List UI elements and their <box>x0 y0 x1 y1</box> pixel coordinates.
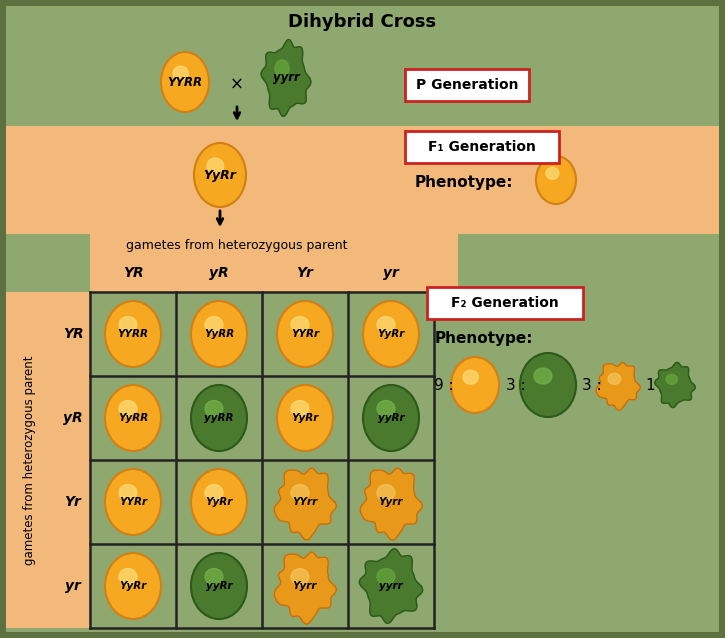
Ellipse shape <box>105 469 161 535</box>
FancyBboxPatch shape <box>6 292 90 628</box>
Ellipse shape <box>520 353 576 417</box>
Text: yyrr: yyrr <box>379 581 403 591</box>
Ellipse shape <box>291 484 309 501</box>
Text: Yyrr: Yyrr <box>293 581 318 591</box>
Polygon shape <box>261 40 311 116</box>
FancyBboxPatch shape <box>427 287 583 319</box>
Ellipse shape <box>205 568 223 585</box>
Text: Phenotype:: Phenotype: <box>415 175 513 191</box>
FancyBboxPatch shape <box>90 292 434 628</box>
Ellipse shape <box>207 158 223 174</box>
Text: YYrr: YYrr <box>292 497 318 507</box>
FancyBboxPatch shape <box>6 234 719 632</box>
Text: ×: × <box>230 76 244 94</box>
Ellipse shape <box>546 167 559 179</box>
Polygon shape <box>655 362 695 408</box>
Ellipse shape <box>105 301 161 367</box>
Polygon shape <box>274 553 336 624</box>
FancyBboxPatch shape <box>6 6 719 38</box>
Ellipse shape <box>451 357 499 413</box>
Ellipse shape <box>191 553 247 619</box>
Ellipse shape <box>277 385 333 451</box>
Ellipse shape <box>205 484 223 501</box>
Text: yyRr: yyRr <box>206 581 232 591</box>
Text: YYRR: YYRR <box>167 77 202 89</box>
Text: 1: 1 <box>645 378 655 392</box>
Ellipse shape <box>105 385 161 451</box>
Text: gametes from heterozygous parent: gametes from heterozygous parent <box>126 239 348 251</box>
Ellipse shape <box>277 301 333 367</box>
Text: YyRR: YyRR <box>204 329 234 339</box>
Ellipse shape <box>666 375 678 385</box>
Text: yyRR: yyRR <box>204 413 233 423</box>
Text: YR: YR <box>62 327 83 341</box>
Ellipse shape <box>105 553 161 619</box>
Polygon shape <box>360 549 423 623</box>
Ellipse shape <box>534 368 552 384</box>
Ellipse shape <box>291 316 309 333</box>
Ellipse shape <box>191 385 247 451</box>
Ellipse shape <box>191 301 247 367</box>
Text: Phenotype:: Phenotype: <box>435 330 534 346</box>
Text: Yr: Yr <box>297 266 313 280</box>
Text: YyRR: YyRR <box>118 413 148 423</box>
Text: YyRr: YyRr <box>377 329 405 339</box>
FancyBboxPatch shape <box>6 38 719 126</box>
Polygon shape <box>274 468 336 540</box>
Text: YYRR: YYRR <box>117 329 149 339</box>
Text: YYRr: YYRr <box>119 497 147 507</box>
Polygon shape <box>360 468 422 540</box>
Ellipse shape <box>275 60 289 77</box>
Ellipse shape <box>377 316 395 333</box>
Text: yyRr: yyRr <box>378 413 405 423</box>
Text: Yr: Yr <box>65 495 81 509</box>
Polygon shape <box>596 362 640 410</box>
FancyBboxPatch shape <box>90 234 458 292</box>
Ellipse shape <box>119 401 137 417</box>
Ellipse shape <box>191 469 247 535</box>
Ellipse shape <box>194 143 246 207</box>
Text: YYRr: YYRr <box>291 329 319 339</box>
Ellipse shape <box>377 484 395 501</box>
Text: F₁ Generation: F₁ Generation <box>428 140 536 154</box>
Text: 3 :: 3 : <box>506 378 526 392</box>
Ellipse shape <box>377 401 395 417</box>
FancyBboxPatch shape <box>405 69 529 101</box>
FancyBboxPatch shape <box>405 131 559 163</box>
Ellipse shape <box>536 156 576 204</box>
Text: Dihybrid Cross: Dihybrid Cross <box>288 13 436 31</box>
Ellipse shape <box>463 370 479 384</box>
Text: yR: yR <box>63 411 83 425</box>
Ellipse shape <box>608 373 621 384</box>
Text: 3 :: 3 : <box>582 378 602 392</box>
Text: YyRr: YyRr <box>291 413 319 423</box>
FancyBboxPatch shape <box>6 126 719 234</box>
Ellipse shape <box>161 52 209 112</box>
Text: P Generation: P Generation <box>415 78 518 92</box>
Ellipse shape <box>377 568 395 585</box>
Text: F₂ Generation: F₂ Generation <box>451 296 559 310</box>
Text: gametes from heterozygous parent: gametes from heterozygous parent <box>23 355 36 565</box>
Ellipse shape <box>291 401 309 417</box>
Text: yR: yR <box>210 266 229 280</box>
Ellipse shape <box>173 66 189 81</box>
Ellipse shape <box>363 385 419 451</box>
Ellipse shape <box>363 301 419 367</box>
Ellipse shape <box>119 568 137 585</box>
Ellipse shape <box>205 401 223 417</box>
Text: YR: YR <box>123 266 144 280</box>
Text: YyRr: YyRr <box>205 497 233 507</box>
Text: 9 :: 9 : <box>434 378 454 392</box>
Ellipse shape <box>119 484 137 501</box>
Text: yr: yr <box>65 579 81 593</box>
Text: yr: yr <box>383 266 399 280</box>
Text: Yyrr: Yyrr <box>378 497 403 507</box>
Text: YyRr: YyRr <box>120 581 146 591</box>
Text: YyRr: YyRr <box>204 170 236 182</box>
Ellipse shape <box>291 568 309 585</box>
Text: yyrr: yyrr <box>273 71 299 84</box>
Ellipse shape <box>119 316 137 333</box>
Ellipse shape <box>205 316 223 333</box>
